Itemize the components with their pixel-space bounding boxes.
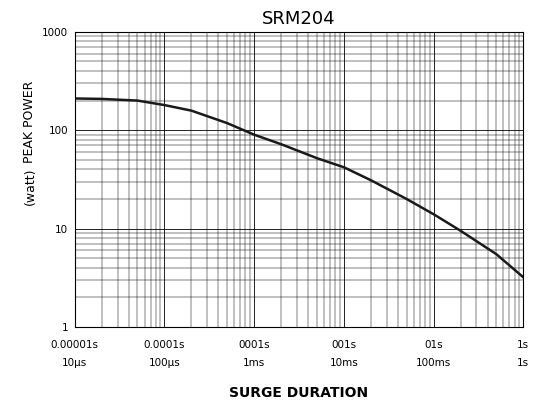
Text: (watt): (watt) [23,167,36,204]
Text: SURGE DURATION: SURGE DURATION [230,385,368,399]
Text: 1s: 1s [517,357,529,366]
Text: 0.00001s: 0.00001s [51,339,99,349]
Text: 10: 10 [55,224,68,234]
Text: 100ms: 100ms [416,357,451,366]
Text: 1: 1 [61,322,68,332]
Text: 01s: 01s [425,339,443,349]
Text: 0001s: 0001s [238,339,270,349]
Text: 1s: 1s [517,339,529,349]
Text: 10μs: 10μs [62,357,88,366]
Text: 10ms: 10ms [329,357,358,366]
Text: 1000: 1000 [42,28,68,38]
Text: 0.0001s: 0.0001s [144,339,185,349]
Title: SRM204: SRM204 [262,11,336,28]
Text: 1ms: 1ms [243,357,265,366]
Text: PEAK POWER: PEAK POWER [23,80,36,162]
Text: 100μs: 100μs [148,357,180,366]
Text: 100: 100 [49,126,68,136]
Text: 001s: 001s [331,339,357,349]
